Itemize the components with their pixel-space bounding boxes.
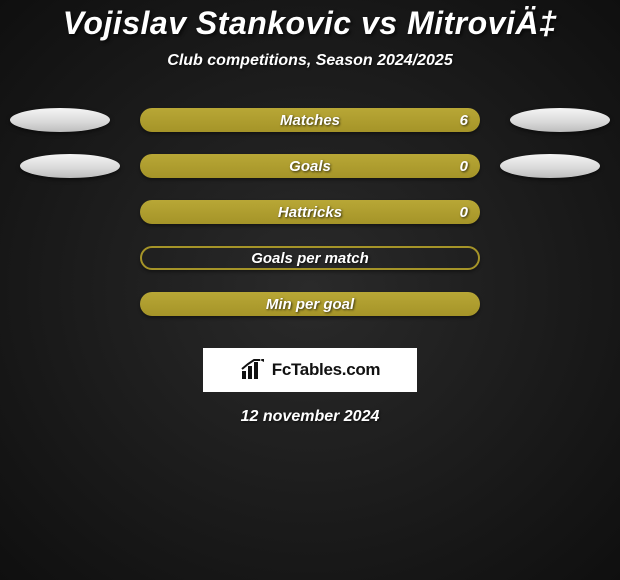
stat-bar: Goals per match (140, 246, 480, 270)
stat-row-min-per-goal: Min per goal (0, 292, 620, 316)
stat-bar: Matches 6 (140, 108, 480, 132)
stat-bar: Goals 0 (140, 154, 480, 178)
stat-row-matches: Matches 6 (0, 108, 620, 132)
stat-label: Hattricks (278, 204, 342, 221)
date-text: 12 november 2024 (241, 408, 380, 426)
logo-text: FcTables.com (272, 360, 381, 380)
stat-label: Min per goal (266, 296, 354, 313)
stat-bar: Min per goal (140, 292, 480, 316)
bar-chart-icon (240, 359, 266, 381)
logo-box: FcTables.com (203, 348, 417, 392)
page-subtitle: Club competitions, Season 2024/2025 (167, 52, 452, 70)
stat-label: Goals (289, 158, 331, 175)
ellipse-left (10, 108, 110, 132)
ellipse-left (20, 154, 120, 178)
page-title: Vojislav Stankovic vs MitroviÄ‡ (63, 5, 558, 42)
stat-value: 6 (460, 112, 468, 129)
ellipse-right (510, 108, 610, 132)
stat-row-hattricks: Hattricks 0 (0, 200, 620, 224)
stat-bar: Hattricks 0 (140, 200, 480, 224)
stat-row-goals-per-match: Goals per match (0, 246, 620, 270)
stat-value: 0 (460, 204, 468, 221)
stat-row-goals: Goals 0 (0, 154, 620, 178)
stat-label: Goals per match (251, 250, 369, 267)
container: Vojislav Stankovic vs MitroviÄ‡ Club com… (0, 0, 620, 426)
ellipse-right (500, 154, 600, 178)
stat-value: 0 (460, 158, 468, 175)
stat-label: Matches (280, 112, 340, 129)
